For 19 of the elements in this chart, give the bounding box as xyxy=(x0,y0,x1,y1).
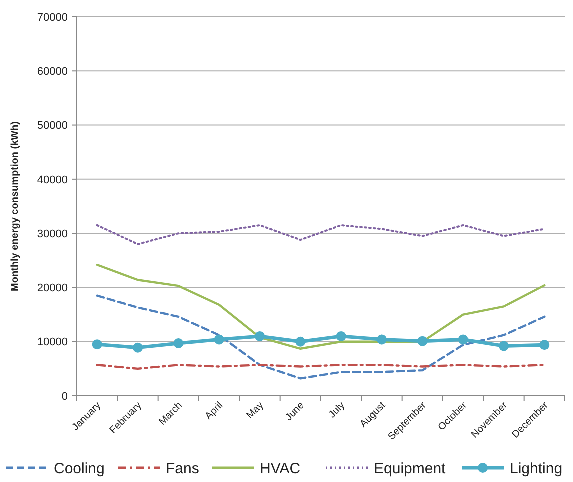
legend-label: Equipment xyxy=(374,460,447,478)
y-tick-label: 70000 xyxy=(37,12,68,24)
y-tick-label: 20000 xyxy=(37,282,68,295)
legend-label: Fans xyxy=(166,460,200,478)
y-tick-label: 10000 xyxy=(37,336,68,349)
legend-label: HVAC xyxy=(260,460,301,478)
y-tick-label: 60000 xyxy=(37,66,68,78)
line-series xyxy=(96,224,546,246)
line-series xyxy=(96,294,546,380)
x-tick-label: July xyxy=(327,400,348,421)
y-tick-label: 0 xyxy=(62,390,68,403)
legend-label: Lighting xyxy=(510,460,563,478)
y-axis-title: Monthly energy consumption (kWh) xyxy=(10,122,21,292)
y-tick-label: 30000 xyxy=(37,228,68,240)
legend-label: Cooling xyxy=(54,460,105,478)
line-series xyxy=(96,264,546,350)
y-tick-label: 40000 xyxy=(37,174,68,186)
y-tick-label: 50000 xyxy=(37,120,68,132)
x-tick-label: May xyxy=(244,400,266,422)
